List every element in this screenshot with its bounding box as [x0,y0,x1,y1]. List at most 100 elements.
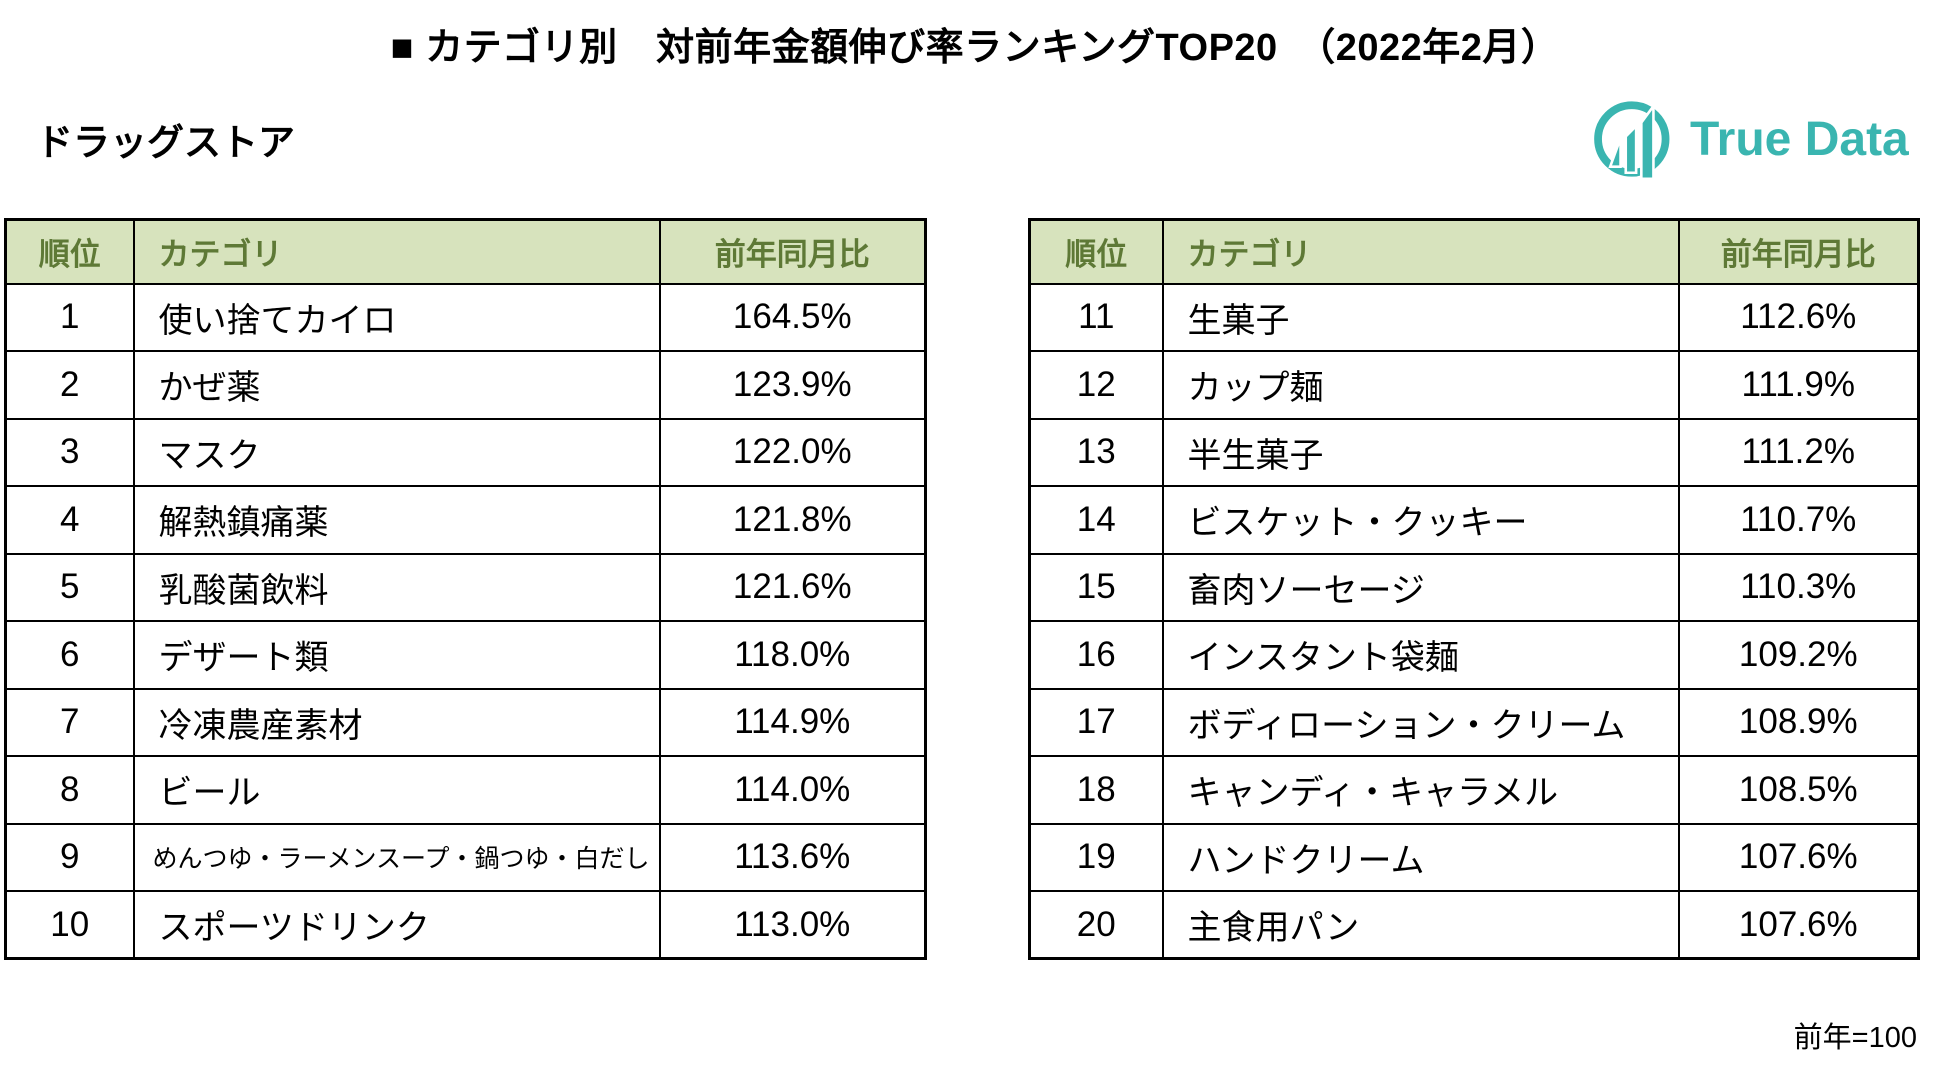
category-cell: 冷凍農産素材 [132,687,661,757]
rank-cell: 19 [1028,822,1164,892]
rank-cell: 1 [4,282,135,352]
rank-cell: 5 [4,552,135,622]
value-cell: 123.9% [658,350,927,420]
rank-cell: 8 [4,755,135,825]
rank-cell: 4 [4,485,135,555]
table-row: 19 ハンドクリーム 107.6% [1028,822,1920,892]
rank-cell: 11 [1028,282,1164,352]
category-cell: かぜ薬 [132,350,661,420]
value-cell: 111.9% [1677,350,1920,420]
rank-cell: 18 [1028,755,1164,825]
value-cell: 109.2% [1677,620,1920,690]
store-type-label: ドラッグストア [36,122,295,163]
table-row: 1 使い捨てカイロ 164.5% [4,282,927,352]
column-header-yoy: 前年同月比 [1677,218,1920,285]
category-cell: 使い捨てカイロ [132,282,661,352]
table-row: 10 スポーツドリンク 113.0% [4,890,927,960]
rank-cell: 9 [4,822,135,892]
table-body: 11 生菓子 112.6% 12 カップ麺 111.9% 13 半生菓子 111.2% 14 ビスケ… [1028,282,1920,960]
value-cell: 122.0% [658,417,927,487]
category-cell: ビール [132,755,661,825]
table-row: 5 乳酸菌飲料 121.6% [4,552,927,622]
value-cell: 108.5% [1677,755,1920,825]
rank-cell: 15 [1028,552,1164,622]
table-row: 9 めんつゆ・ラーメンスープ・鍋つゆ・白だし 113.6% [4,822,927,892]
rank-cell: 14 [1028,485,1164,555]
table-row: 4 解熱鎮痛薬 121.8% [4,485,927,555]
category-cell: マスク [132,417,661,487]
category-cell: ボディローション・クリーム [1161,687,1680,757]
table-header: 順位 カテゴリ 前年同月比 [1028,218,1920,285]
value-cell: 110.7% [1677,485,1920,555]
table-row: 3 マスク 122.0% [4,417,927,487]
true-data-logo: True Data [1592,94,1909,184]
bar-chart-circle-icon [1594,101,1670,181]
rank-cell: 12 [1028,350,1164,420]
value-cell: 118.0% [658,620,927,690]
rank-cell: 10 [4,890,135,960]
rank-cell: 2 [4,350,135,420]
column-header-category: カテゴリ [132,218,661,285]
category-cell: 主食用パン [1161,890,1680,960]
category-cell: 半生菓子 [1161,417,1680,487]
value-cell: 113.0% [658,890,927,960]
value-cell: 108.9% [1677,687,1920,757]
category-cell: ハンドクリーム [1161,822,1680,892]
value-cell: 164.5% [658,282,927,352]
value-cell: 121.6% [658,552,927,622]
ranking-table-11-20: 順位 カテゴリ 前年同月比 11 生菓子 112.6% 12 カップ麺 111.9% 13 半… [1028,218,1920,960]
column-header-yoy: 前年同月比 [658,218,927,285]
rank-cell: 3 [4,417,135,487]
category-cell: キャンディ・キャラメル [1161,755,1680,825]
column-header-rank: 順位 [4,218,135,285]
rank-cell: 20 [1028,890,1164,960]
rank-cell: 7 [4,687,135,757]
category-cell: めんつゆ・ラーメンスープ・鍋つゆ・白だし [132,822,661,892]
category-cell: インスタント袋麺 [1161,620,1680,690]
category-cell: カップ麺 [1161,350,1680,420]
table-row: 17 ボディローション・クリーム 108.9% [1028,687,1920,757]
value-cell: 113.6% [658,822,927,892]
table-row: 16 インスタント袋麺 109.2% [1028,620,1920,690]
table-row: 18 キャンディ・キャラメル 108.5% [1028,755,1920,825]
category-cell: 解熱鎮痛薬 [132,485,661,555]
table-row: 12 カップ麺 111.9% [1028,350,1920,420]
value-cell: 114.9% [658,687,927,757]
ranking-table-1-10: 順位 カテゴリ 前年同月比 1 使い捨てカイロ 164.5% 2 かぜ薬 123.9% 3 マ… [4,218,927,960]
rank-cell: 17 [1028,687,1164,757]
header-row: 順位 カテゴリ 前年同月比 [1028,218,1920,285]
value-cell: 107.6% [1677,890,1920,960]
table-row: 14 ビスケット・クッキー 110.7% [1028,485,1920,555]
table-body: 1 使い捨てカイロ 164.5% 2 かぜ薬 123.9% 3 マスク 122.0% 4 解熱鎮痛薬… [4,282,927,960]
rank-cell: 16 [1028,620,1164,690]
value-cell: 110.3% [1677,552,1920,622]
table-header: 順位 カテゴリ 前年同月比 [4,218,927,285]
page-title: ■ カテゴリ別 対前年金額伸び率ランキングTOP20 （2022年2月） [390,27,1560,69]
category-cell: 畜肉ソーセージ [1161,552,1680,622]
table-row: 15 畜肉ソーセージ 110.3% [1028,552,1920,622]
column-header-rank: 順位 [1028,218,1164,285]
table-row: 6 デザート類 118.0% [4,620,927,690]
table-row: 7 冷凍農産素材 114.9% [4,687,927,757]
rank-cell: 13 [1028,417,1164,487]
header-row: 順位 カテゴリ 前年同月比 [4,218,927,285]
rank-cell: 6 [4,620,135,690]
table-row: 8 ビール 114.0% [4,755,927,825]
category-cell: ビスケット・クッキー [1161,485,1680,555]
column-header-category: カテゴリ [1161,218,1680,285]
value-cell: 111.2% [1677,417,1920,487]
category-cell: 生菓子 [1161,282,1680,352]
table-row: 11 生菓子 112.6% [1028,282,1920,352]
footnote: 前年=100 [1793,1022,1917,1054]
value-cell: 112.6% [1677,282,1920,352]
category-cell: デザート類 [132,620,661,690]
table-row: 2 かぜ薬 123.9% [4,350,927,420]
table-row: 20 主食用パン 107.6% [1028,890,1920,960]
value-cell: 107.6% [1677,822,1920,892]
table-row: 13 半生菓子 111.2% [1028,417,1920,487]
category-cell: スポーツドリンク [132,890,661,960]
category-cell: 乳酸菌飲料 [132,552,661,622]
logo-text: True Data [1690,112,1909,166]
value-cell: 114.0% [658,755,927,825]
value-cell: 121.8% [658,485,927,555]
